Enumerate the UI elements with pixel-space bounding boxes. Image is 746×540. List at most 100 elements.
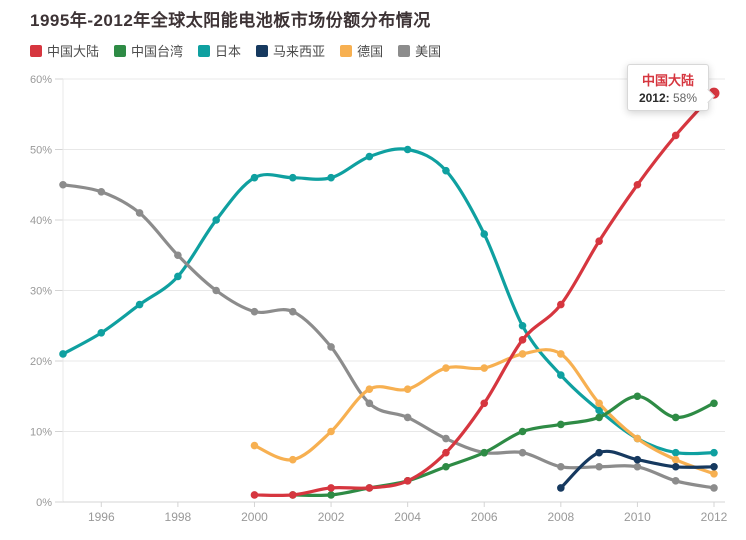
legend-item-0[interactable]: 中国大陆 [30,41,99,60]
legend-swatch-icon [340,44,353,57]
x-tick-label: 2004 [394,510,421,524]
data-point[interactable] [442,448,450,457]
data-point[interactable] [288,307,297,316]
data-point[interactable] [595,448,603,457]
legend-item-5[interactable]: 美国 [398,41,441,60]
data-point[interactable] [518,336,527,344]
data-point[interactable] [288,491,297,499]
data-point[interactable] [403,477,412,485]
data-point[interactable] [480,364,489,372]
legend-item-4[interactable]: 德国 [340,41,383,60]
data-point[interactable] [250,441,259,450]
data-point[interactable] [595,413,603,422]
data-point[interactable] [633,180,642,189]
data-point[interactable] [480,230,489,238]
data-point[interactable] [633,462,642,471]
data-point[interactable] [59,180,67,189]
data-point[interactable] [288,455,297,464]
data-point[interactable] [327,484,335,492]
data-point[interactable] [518,350,527,358]
series-line-5 [61,183,716,490]
data-point[interactable] [633,434,642,443]
legend-item-3[interactable]: 马来西亚 [256,41,325,60]
data-point[interactable] [403,385,412,394]
data-point[interactable] [557,462,565,471]
data-point[interactable] [671,462,680,471]
data-point[interactable] [135,209,144,217]
data-point[interactable] [212,286,220,295]
data-point[interactable] [480,448,489,457]
data-point[interactable] [327,343,335,351]
legend-swatch-icon [398,44,411,57]
data-point[interactable] [442,364,450,372]
legend-label: 中国大陆 [47,44,100,59]
legend-item-1[interactable]: 中国台湾 [114,41,183,60]
data-point[interactable] [174,272,182,281]
data-point[interactable] [557,300,565,309]
data-point[interactable] [212,216,220,224]
chart-title: 1995年-2012年全球太阳能电池板市场份额分布情况 [30,11,431,30]
y-tick-label: 30% [30,286,52,298]
data-point[interactable] [595,399,603,408]
legend-swatch-icon [198,44,211,57]
y-tick-label: 50% [30,145,52,157]
data-point[interactable] [633,455,642,464]
data-point[interactable] [557,484,565,492]
x-tick-label: 2002 [318,510,345,524]
data-point[interactable] [250,173,259,182]
data-point[interactable] [710,448,718,457]
data-point[interactable] [633,392,642,401]
data-point[interactable] [327,491,335,499]
x-tick-label: 2012 [701,510,728,524]
legend-label: 马来西亚 [273,44,326,59]
data-point[interactable] [442,166,450,175]
x-tick-label: 2000 [241,510,268,524]
data-point[interactable] [365,399,374,408]
data-point[interactable] [710,484,718,492]
data-point[interactable] [327,427,335,436]
data-point[interactable] [595,406,603,415]
data-point[interactable] [442,462,450,471]
data-point[interactable] [557,371,565,379]
data-point[interactable] [710,462,718,471]
data-point[interactable] [518,427,527,436]
data-point[interactable] [442,434,450,443]
data-point[interactable] [671,455,680,464]
legend-item-2[interactable]: 日本 [198,41,241,60]
legend-swatch-icon [256,44,269,57]
data-point[interactable] [250,491,259,499]
data-point[interactable] [595,462,603,471]
data-point[interactable] [557,350,565,358]
data-point[interactable] [595,237,603,245]
data-point[interactable] [671,477,680,485]
data-point[interactable] [365,385,374,394]
data-point[interactable] [671,413,680,422]
data-point[interactable] [327,173,335,182]
data-point[interactable] [710,470,718,478]
x-tick-label: 2008 [547,510,574,524]
legend-label: 中国台湾 [131,44,184,59]
data-point[interactable] [59,350,67,358]
data-point[interactable] [480,399,489,408]
data-point[interactable] [710,399,718,408]
data-point[interactable] [518,448,527,457]
data-point[interactable] [135,300,144,309]
data-point[interactable] [403,145,412,154]
tooltip-series-name: 中国大陆 [641,73,694,88]
data-point[interactable] [671,131,680,140]
x-tick-label: 1998 [165,510,192,524]
data-point[interactable] [671,448,680,457]
data-point[interactable] [365,152,374,161]
data-point[interactable] [557,420,565,429]
y-tick-label: 0% [36,497,52,509]
data-point[interactable] [365,484,374,492]
data-point[interactable] [288,173,297,182]
data-point[interactable] [97,329,106,337]
data-point[interactable] [250,307,259,316]
data-point[interactable] [174,251,182,260]
data-point[interactable] [97,188,106,196]
y-tick-label: 40% [30,215,52,227]
data-point[interactable] [518,321,527,330]
data-point[interactable] [403,413,412,422]
